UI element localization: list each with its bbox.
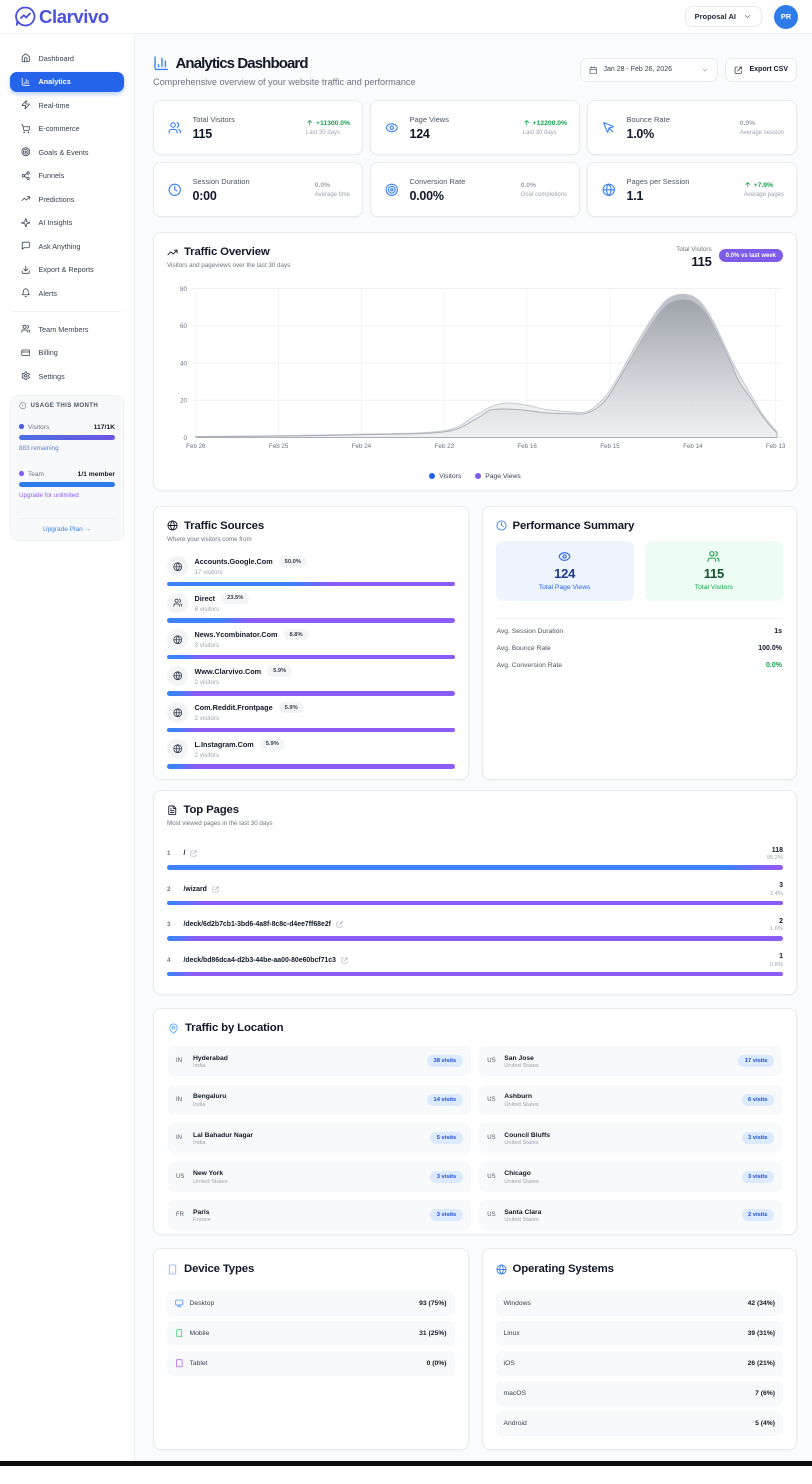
svg-text:80: 80 [180, 285, 187, 292]
svg-text:Feb 14: Feb 14 [683, 443, 703, 450]
svg-text:20: 20 [180, 397, 187, 404]
svg-text:60: 60 [180, 323, 187, 330]
svg-text:Feb 23: Feb 23 [435, 443, 455, 450]
svg-text:Feb 25: Feb 25 [269, 443, 289, 450]
svg-text:Feb 26: Feb 26 [186, 443, 206, 450]
svg-text:40: 40 [180, 360, 187, 367]
svg-text:Feb 16: Feb 16 [517, 443, 537, 450]
svg-text:Feb 24: Feb 24 [352, 443, 372, 450]
svg-text:0: 0 [184, 434, 188, 441]
svg-text:Feb 13: Feb 13 [766, 443, 786, 450]
svg-text:Feb 15: Feb 15 [600, 443, 620, 450]
